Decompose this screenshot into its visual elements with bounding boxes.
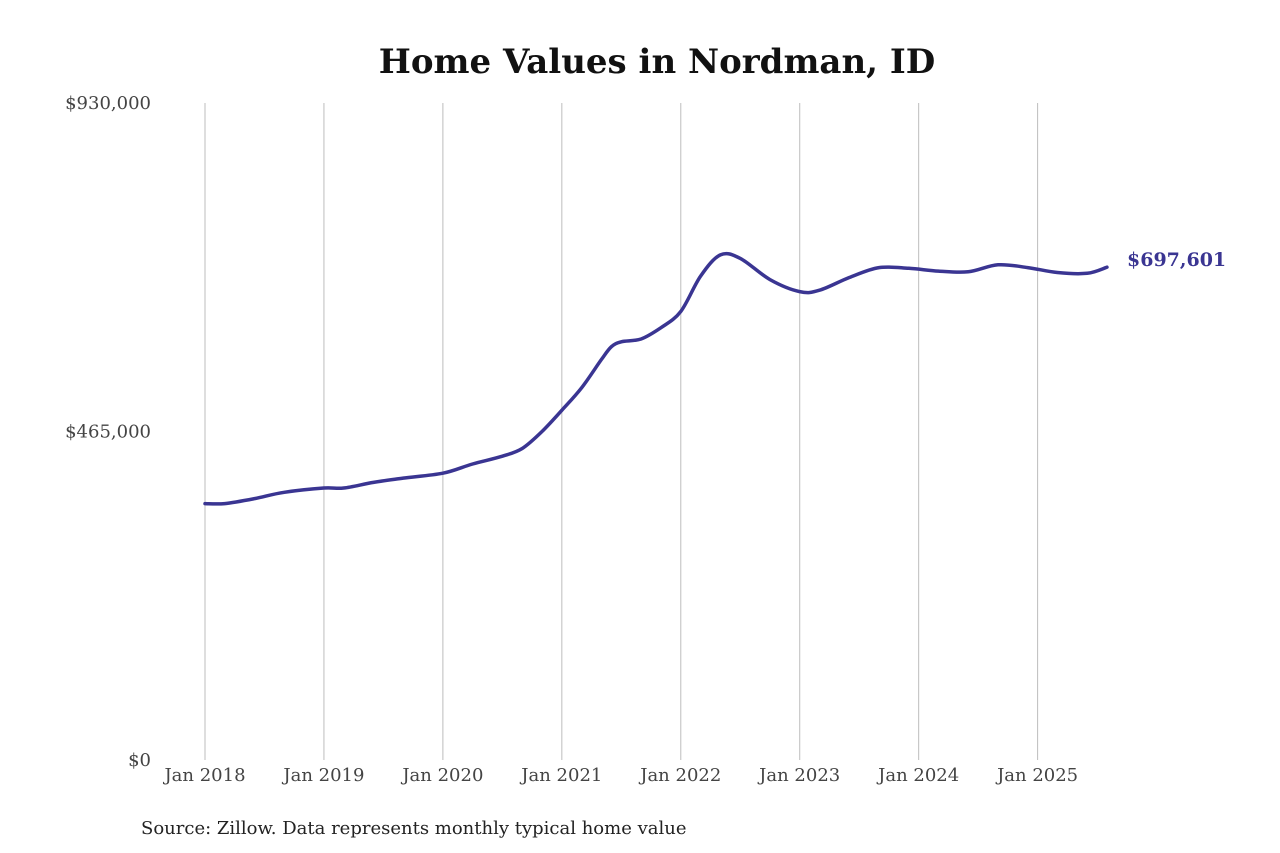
y-axis-tick-labels: $0 $465,000 $930,000 xyxy=(65,93,151,771)
y-tick-label: $0 xyxy=(128,750,151,771)
source-note: Source: Zillow. Data represents monthly … xyxy=(141,818,687,839)
y-tick-label: $465,000 xyxy=(65,422,151,443)
x-tick-label: Jan 2025 xyxy=(995,765,1078,786)
x-tick-label: Jan 2024 xyxy=(876,765,959,786)
x-axis-tick-labels: Jan 2018 Jan 2019 Jan 2020 Jan 2021 Jan 2022… xyxy=(162,765,1078,786)
x-tick-label: Jan 2019 xyxy=(281,765,364,786)
latest-value-label: $697,601 xyxy=(1127,249,1226,271)
x-tick-label: Jan 2022 xyxy=(638,765,721,786)
x-tick-label: Jan 2023 xyxy=(757,765,840,786)
x-tick-label: Jan 2021 xyxy=(519,765,602,786)
chart-title: Home Values in Nordman, ID xyxy=(379,42,935,82)
x-tick-label: Jan 2020 xyxy=(400,765,483,786)
home-value-line xyxy=(203,251,1109,506)
x-tick-label: Jan 2018 xyxy=(162,765,245,786)
y-tick-label: $930,000 xyxy=(65,93,151,114)
vertical-gridlines xyxy=(204,103,1039,760)
